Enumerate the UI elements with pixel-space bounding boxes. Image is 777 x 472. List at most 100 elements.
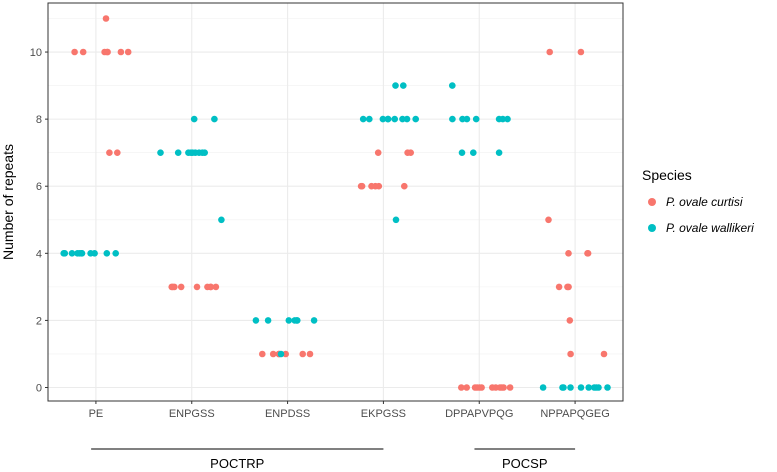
data-point xyxy=(102,15,110,22)
x-tick-label: EKPGSS xyxy=(361,408,406,420)
data-point xyxy=(489,384,496,391)
data-point xyxy=(463,384,471,391)
y-tick-label: 10 xyxy=(30,47,42,59)
legend-label-wallikeri: P. ovale wallikeri xyxy=(666,221,754,235)
data-point xyxy=(577,384,585,391)
data-point xyxy=(391,115,399,123)
data-point xyxy=(103,48,111,56)
data-point xyxy=(207,283,214,291)
data-point xyxy=(294,317,301,324)
legend: Species P. ovale curtisi P. ovale wallik… xyxy=(642,167,754,235)
data-point xyxy=(306,350,314,358)
group-label: POCSP xyxy=(502,456,548,471)
data-point xyxy=(458,384,465,391)
data-point xyxy=(174,149,182,156)
data-point xyxy=(190,115,198,123)
data-point xyxy=(499,115,507,123)
data-point xyxy=(401,182,408,190)
data-point xyxy=(449,82,456,89)
data-point xyxy=(384,115,392,123)
data-point xyxy=(463,115,471,123)
data-point xyxy=(506,384,514,391)
data-point xyxy=(285,317,293,324)
data-point xyxy=(403,115,411,123)
data-point xyxy=(400,82,407,89)
data-point xyxy=(584,250,592,257)
legend-key-curtisi xyxy=(648,198,656,206)
data-point xyxy=(458,149,466,156)
data-point xyxy=(157,149,164,156)
data-point xyxy=(545,216,552,224)
x-tick-label: NPPAPQGEG xyxy=(540,408,609,420)
data-point xyxy=(374,149,382,156)
plot-border xyxy=(47,2,624,402)
data-point xyxy=(277,350,285,358)
data-point xyxy=(600,350,608,358)
legend-label-curtisi: P. ovale curtisi xyxy=(666,195,743,209)
data-point xyxy=(565,250,572,257)
data-point xyxy=(212,283,220,291)
x-tick-label: DPPAPVPQG xyxy=(445,408,513,420)
data-point xyxy=(471,384,479,391)
data-point xyxy=(68,250,76,257)
data-point xyxy=(264,317,272,324)
data-point xyxy=(310,317,318,324)
data-point xyxy=(103,250,111,257)
data-point xyxy=(259,350,266,358)
x-axis-ticks: PE ENPGSS ENPDSS EKPGSS DPPAPVPQG NPPAPQGEG xyxy=(89,401,610,420)
y-tick-label: 2 xyxy=(36,315,42,327)
data-point xyxy=(117,48,125,56)
data-point xyxy=(106,149,113,156)
data-point xyxy=(252,317,260,324)
data-point xyxy=(218,216,225,224)
data-point xyxy=(91,250,98,257)
data-points xyxy=(60,15,611,391)
data-point xyxy=(357,182,365,190)
y-axis-title: Number of repeats xyxy=(0,144,16,260)
data-point xyxy=(379,115,387,123)
data-point xyxy=(71,48,78,56)
grid-lines xyxy=(48,3,623,401)
data-point xyxy=(282,350,290,358)
plot-panel xyxy=(48,3,623,401)
data-point xyxy=(449,115,456,123)
x-tick-label: ENPGSS xyxy=(169,408,215,420)
legend-title: Species xyxy=(642,167,692,183)
data-point xyxy=(187,149,195,156)
data-point xyxy=(74,250,81,257)
y-tick-label: 0 xyxy=(36,383,42,395)
x-tick-label: ENPDSS xyxy=(265,408,310,420)
y-tick-label: 8 xyxy=(36,114,42,126)
data-point xyxy=(269,350,277,358)
data-point xyxy=(567,350,574,358)
y-tick-label: 6 xyxy=(36,181,42,193)
data-point xyxy=(585,384,592,391)
data-point xyxy=(177,283,185,291)
data-point xyxy=(495,149,503,156)
y-tick-label: 4 xyxy=(36,248,42,260)
x-tick-label: PE xyxy=(89,408,104,420)
data-point xyxy=(112,250,119,257)
data-point xyxy=(546,48,553,56)
data-point xyxy=(504,115,511,123)
data-point xyxy=(566,317,574,324)
data-point xyxy=(539,384,547,391)
data-point xyxy=(498,384,506,391)
data-point xyxy=(169,283,177,291)
data-point xyxy=(577,48,585,56)
data-point xyxy=(412,115,420,123)
data-point xyxy=(366,115,373,123)
legend-key-wallikeri xyxy=(648,224,656,232)
data-point xyxy=(79,48,87,56)
y-axis-ticks: 0 2 4 6 8 10 xyxy=(30,47,48,395)
group-label: POCTRP xyxy=(210,456,264,471)
data-point xyxy=(604,384,611,391)
data-point xyxy=(472,115,480,123)
data-point xyxy=(555,283,563,291)
data-point xyxy=(559,384,566,391)
data-point xyxy=(114,149,121,156)
data-point xyxy=(470,149,477,156)
data-point xyxy=(478,384,485,391)
data-point xyxy=(60,250,67,257)
